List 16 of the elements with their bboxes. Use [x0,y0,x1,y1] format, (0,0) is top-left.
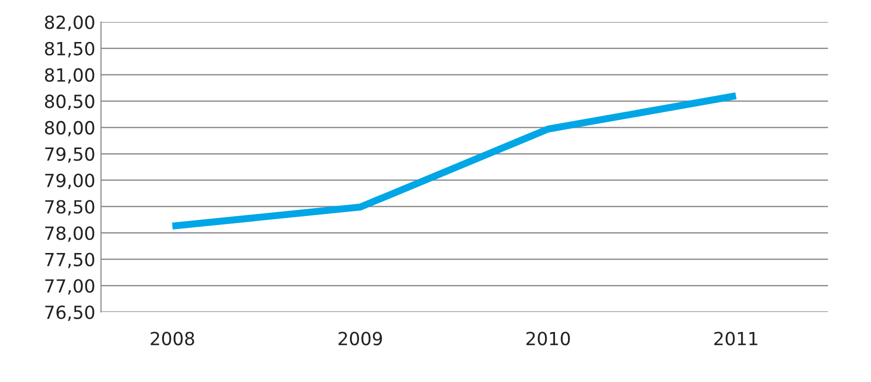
y-tick-label: 76,50 [45,305,94,321]
x-tick-label: 2010 [526,332,570,346]
y-tick-label: 78,50 [45,200,94,216]
y-tick-label: 81,50 [44,42,94,58]
y-tick-label: 82,00 [44,15,94,31]
y-tick-label: 78,00 [45,226,94,242]
y-tick-label: 77,50 [45,252,94,268]
x-tick-label: 2008 [150,332,194,346]
y-tick-label: 79,00 [45,174,94,190]
x-tick-label: 2011 [714,332,758,346]
y-tick-label: 77,00 [45,279,94,295]
y-tick-label: 79,50 [45,147,94,163]
x-tick-label: 2009 [338,332,382,346]
y-tick-label: 80,00 [44,120,94,136]
y-tick-label: 80,50 [44,94,94,110]
y-tick-label: 81,00 [44,68,94,84]
